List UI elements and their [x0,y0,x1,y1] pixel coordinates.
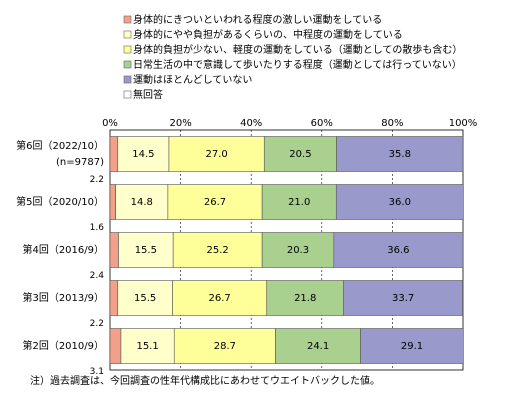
legend-label: 無回答 [133,88,163,101]
x-tick-label: 40% [240,118,262,129]
value-label: 1.6 [90,223,105,233]
value-label: 26.7 [204,197,226,208]
legend-swatch [124,61,131,68]
value-label: 25.2 [207,245,229,256]
value-label: 27.0 [205,149,227,160]
legend-swatch [124,46,131,53]
value-label: 36.6 [387,245,409,256]
bar-segment [110,329,121,364]
value-label: 14.8 [131,197,153,208]
legend-swatch [124,76,131,83]
x-tick-label: 100% [449,118,478,129]
value-label: 15.5 [135,245,157,256]
x-tick-label: 60% [311,118,333,129]
category-label: 第6回（2022/10） [16,139,104,152]
legend-label: 運動はほとんどしていない [133,73,252,86]
footnote: 注）過去調査は、今回調査の性年代構成比にあわせてウエイトバックした値。 [30,374,380,387]
category-label: 第4回（2016/9） [22,243,104,256]
value-label: 14.5 [132,149,154,160]
legend-swatch [124,91,131,98]
value-label: 21.0 [288,197,310,208]
legend-label: 身体的にきついといわれる程度の激しい運動をしている [133,13,382,26]
sample-size: (n=9787) [56,157,104,168]
x-tick-label: 0% [102,118,118,129]
value-label: 24.1 [307,341,329,352]
legend-swatch [124,16,131,23]
legend-label: 身体的にやや負担があるくらいの、中程度の運動をしている [133,28,403,41]
value-label: 20.5 [289,149,311,160]
category-label: 第3回（2013/9） [22,291,104,304]
bar-segment [110,137,118,172]
value-label: 15.5 [134,293,156,304]
value-label: 35.8 [389,149,411,160]
value-label: 2.2 [90,175,104,185]
value-label: 20.3 [287,245,309,256]
bar-segment [110,233,118,268]
value-label: 29.1 [401,341,423,352]
value-label: 28.7 [214,341,236,352]
value-label: 2.4 [90,271,105,281]
x-tick-label: 80% [381,118,403,129]
value-label: 21.8 [294,293,316,304]
value-label: 33.7 [392,293,414,304]
value-label: 2.2 [90,319,104,329]
value-label: 26.7 [208,293,230,304]
bar-segment [110,185,116,220]
value-label: 36.0 [389,197,411,208]
legend-swatch [124,31,131,38]
bar-segment [110,281,118,316]
legend-label: 身体的負担が少ない、軽度の運動をしている（運動としての散歩も含む） [133,43,462,56]
legend-label: 日常生活の中で意識して歩いたりする程度（運動としては行っていない） [133,58,462,71]
value-label: 3.1 [90,367,104,377]
category-label: 第2回（2010/9） [22,339,104,352]
category-label: 第5回（2020/10） [16,195,104,208]
x-tick-label: 20% [169,118,191,129]
value-label: 15.1 [136,341,158,352]
